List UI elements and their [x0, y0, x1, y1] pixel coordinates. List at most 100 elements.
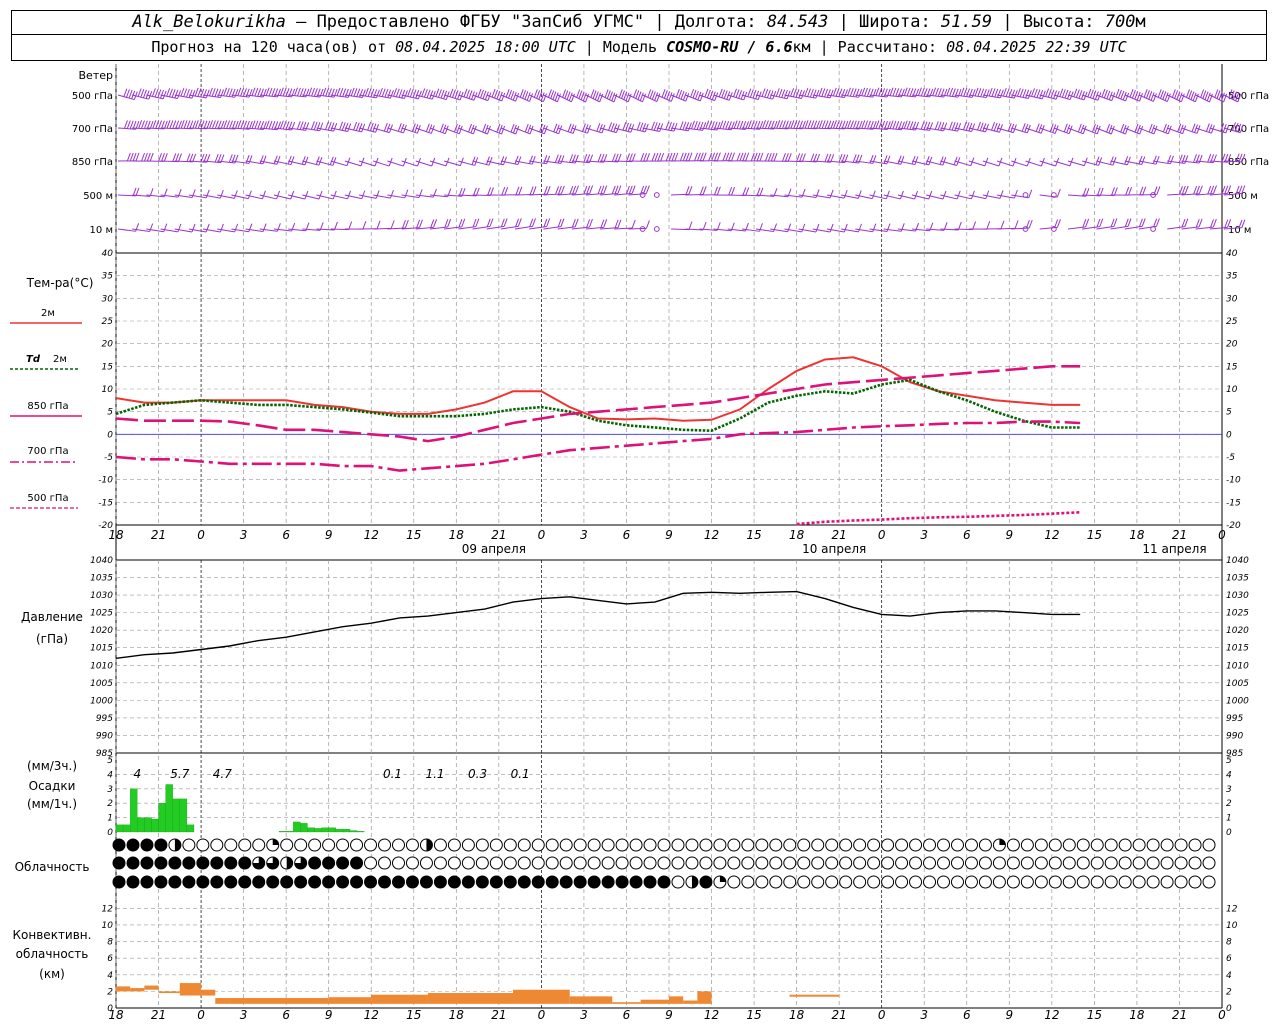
- wind-barb-staff: [117, 94, 135, 101]
- wind-barb-feather: [660, 152, 665, 162]
- wind-barb-feather: [685, 152, 690, 161]
- wind-barb-staff: [344, 127, 362, 133]
- wind-barb-feather: [1050, 89, 1055, 99]
- wind-barb-feather: [553, 123, 558, 133]
- wind-barb-feather: [688, 186, 693, 195]
- wind-barb-feather: [747, 88, 752, 97]
- wind-barb-feather: [1028, 189, 1033, 198]
- wind-barb-feather: [999, 190, 1004, 199]
- wind-barb-feather: [477, 88, 482, 98]
- wind-barb-feather: [160, 90, 164, 99]
- wind-barb-feather: [722, 152, 727, 161]
- cloud-symbol: [1118, 838, 1132, 852]
- wind-barb-staff: [614, 193, 633, 196]
- precip-ytick-right: 3: [1226, 785, 1232, 795]
- cloud-symbol: [978, 838, 992, 852]
- wind-barb-staff: [302, 194, 320, 200]
- wind-barb-feather: [685, 186, 690, 195]
- wind-barb-feather: [1148, 123, 1153, 133]
- precip-ytick-right: 5: [1226, 756, 1232, 766]
- wind-barb-feather: [318, 190, 323, 200]
- wind-barb-feather: [688, 152, 693, 161]
- wind-barb-feather: [1109, 156, 1114, 165]
- wind-barb-feather: [920, 121, 925, 130]
- wind-barb-feather: [192, 153, 197, 163]
- wind-barb-feather: [431, 91, 436, 100]
- convective-bar: [371, 994, 428, 1004]
- wind-barb-feather: [529, 125, 534, 135]
- wind-barb-feather: [508, 90, 512, 99]
- wind-barb-feather: [325, 87, 330, 97]
- wind-barb-feather: [957, 122, 962, 132]
- wind-barb-feather: [262, 155, 267, 164]
- wind-barb-staff: [600, 160, 619, 163]
- wind-barb-feather: [1182, 125, 1187, 134]
- cloud-symbol: [839, 875, 853, 889]
- wind-barb-feather: [1099, 187, 1104, 197]
- wind-barb-feather: [1080, 124, 1085, 134]
- wind-barb-staff: [614, 127, 631, 133]
- wind-barb-staff: [514, 160, 533, 165]
- wind-barb-feather: [1138, 155, 1143, 165]
- wind-barb-feather: [977, 121, 981, 131]
- wind-barb-feather: [1069, 91, 1074, 100]
- wind-barb-feather: [728, 152, 733, 161]
- wind-barb-feather: [425, 123, 430, 132]
- cloud-symbol: [769, 875, 783, 889]
- wind-barb-feather: [974, 87, 979, 97]
- wind-barb-staff: [926, 94, 944, 98]
- wind-barb-staff: [316, 127, 334, 132]
- cloud-symbol: [992, 875, 1006, 889]
- wind-barb-feather: [580, 91, 585, 100]
- wind-barb-staff: [415, 160, 432, 167]
- wind-barb-feather: [543, 125, 548, 134]
- x-tick-label-bottom: 21: [151, 1008, 166, 1022]
- cloud-symbol: [671, 838, 685, 852]
- wind-barb-feather: [810, 153, 815, 162]
- wind-barb-feather: [1115, 88, 1120, 98]
- wind-barb-feather: [175, 153, 180, 162]
- cloud-symbol: [1160, 838, 1174, 852]
- wind-barb-staff: [188, 127, 207, 130]
- wind-barb-feather: [171, 89, 176, 98]
- cloud-symbol: [867, 875, 881, 889]
- x-tick-label-bottom: 18: [789, 1008, 805, 1022]
- cloud-symbol: [1076, 838, 1090, 852]
- wind-barb-feather: [440, 89, 445, 99]
- pressure-ytick-right: 990: [1226, 731, 1243, 741]
- wind-barb-feather: [518, 186, 523, 195]
- wind-barb-staff: [798, 94, 816, 99]
- cloud-symbol: [196, 875, 210, 889]
- wind-barb-feather: [776, 120, 781, 129]
- cloud-symbol: [140, 875, 154, 889]
- x-tick-label: 0: [878, 528, 886, 542]
- wind-barb-feather: [489, 187, 494, 196]
- wind-barb-feather: [850, 120, 854, 129]
- wind-barb-feather: [178, 120, 182, 129]
- wind-barb-feather: [200, 153, 205, 163]
- wind-barb-feather: [827, 120, 832, 129]
- wind-title: Ветер: [79, 69, 113, 82]
- cloud-symbol-fill: [252, 857, 265, 870]
- cloud-symbol: [350, 838, 364, 852]
- wind-barb-feather: [1013, 89, 1018, 99]
- wind-barb-staff: [798, 160, 817, 163]
- wind-barb-feather: [1232, 91, 1237, 100]
- wind-barb-staff: [316, 194, 334, 200]
- wind-barb-feather: [384, 88, 389, 98]
- cloud-symbol: [950, 838, 964, 852]
- wind-barb-staff: [1039, 226, 1058, 230]
- wind-barb-feather: [787, 153, 792, 162]
- wind-barb-feather: [900, 156, 905, 165]
- wind-barb-feather: [639, 122, 644, 131]
- wind-barb-feather: [342, 88, 347, 97]
- x-tick-label: 15: [746, 528, 761, 542]
- cloud-symbol: [1188, 838, 1202, 852]
- wind-barb-feather: [937, 121, 942, 131]
- x-tick-label-bottom: 21: [832, 1008, 847, 1022]
- temp-ytick-right: -20: [1226, 521, 1241, 531]
- wind-barb-staff: [1067, 226, 1086, 230]
- temp-ytick-left: 40: [102, 249, 114, 259]
